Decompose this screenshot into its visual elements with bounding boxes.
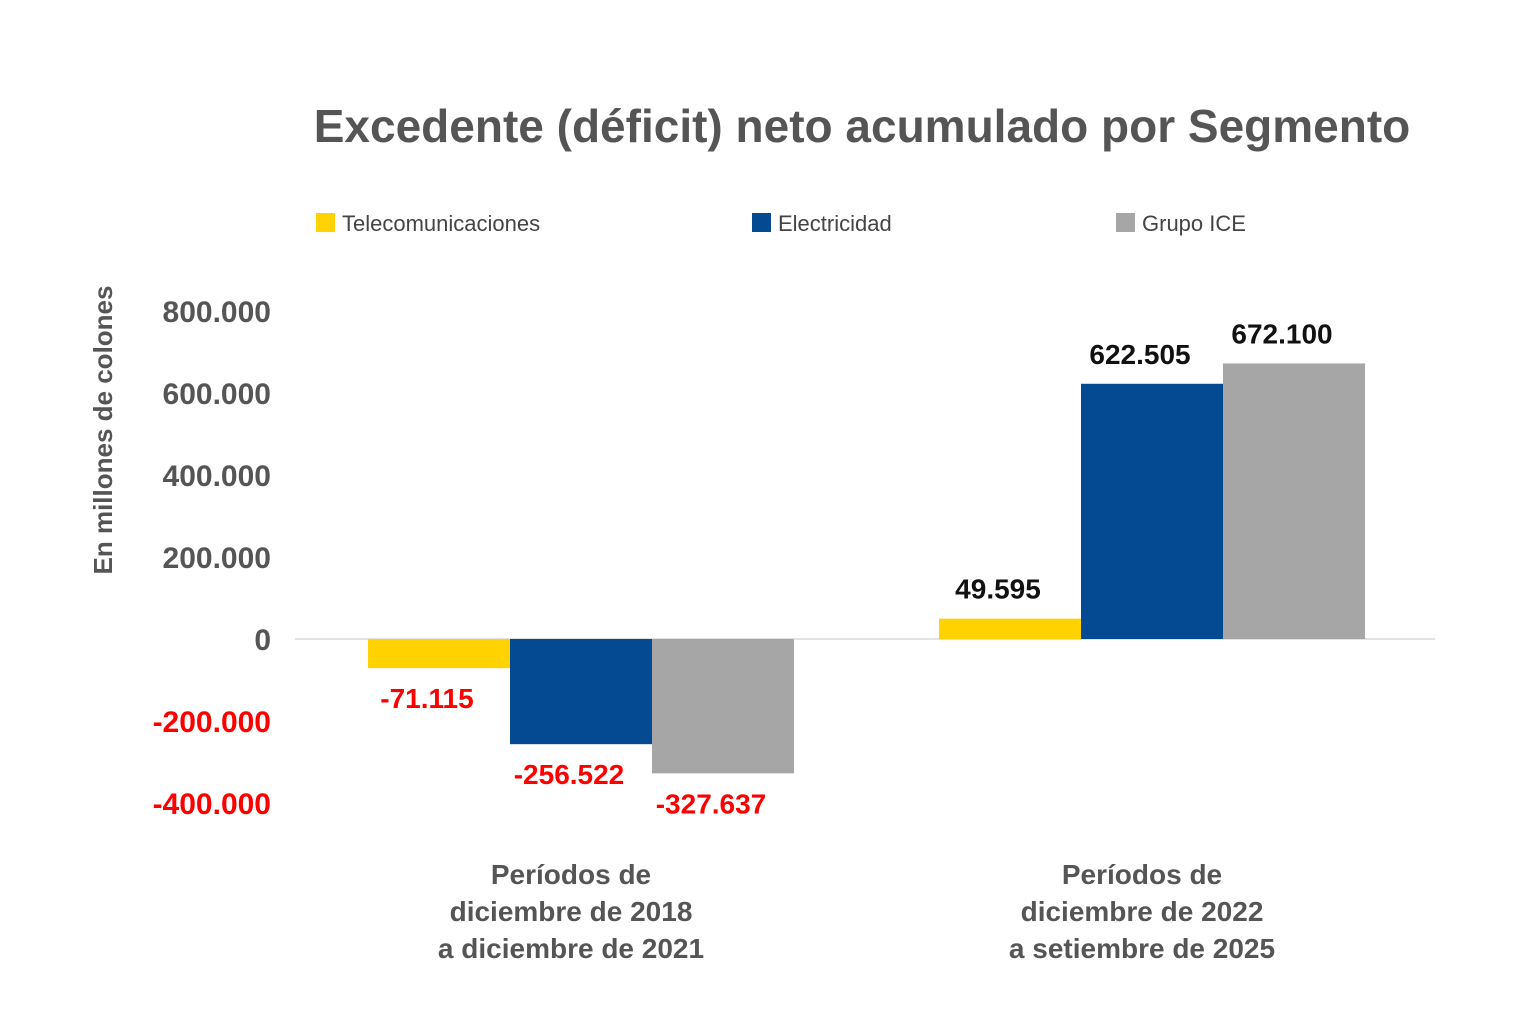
bar-telecomunicaciones-1 [368,639,510,669]
legend-label: Electricidad [778,211,892,236]
legend-swatch [316,213,335,232]
bars [368,363,1365,774]
data-labels: -71.115 -256.522 -327.637 49.595 622.505 672.… [380,318,1332,819]
category-label: Períodos de [1062,859,1222,890]
category-label: a diciembre de 2021 [438,933,704,964]
bar-electricidad-1 [510,639,652,745]
category-label: diciembre de 2022 [1021,896,1264,927]
legend-swatch [752,213,771,232]
y-tick-label: 0 [254,624,271,657]
y-tick-label: -200.000 [153,706,271,739]
bar-grupo-ice-2 [1223,363,1365,639]
legend-item-grupo-ice: Grupo ICE [1116,211,1246,236]
legend-swatch [1116,213,1135,232]
data-label: -256.522 [514,759,625,790]
category-label: diciembre de 2018 [450,896,693,927]
bar-electricidad-2 [1081,383,1223,639]
legend-label: Grupo ICE [1142,211,1246,236]
y-tick-label: -400.000 [153,788,271,821]
y-tick-label: 600.000 [163,378,271,411]
y-axis-ticks: 800.000 600.000 400.000 200.000 0 -200.000 -40… [153,296,271,821]
legend-item-electricidad: Electricidad [752,211,892,236]
chart-title: Excedente (déficit) neto acumulado por S… [314,100,1411,152]
data-label: 672.100 [1231,318,1332,349]
bar-telecomunicaciones-2 [939,618,1081,639]
data-label: -327.637 [656,788,767,819]
y-axis-label: En millones de colones [88,286,118,575]
x-axis-categories: Períodos de diciembre de 2018 a diciembre … [438,859,1275,964]
y-tick-label: 200.000 [163,542,271,575]
legend-label: Telecomunicaciones [342,211,540,236]
legend: Telecomunicaciones Electricidad Grupo ICE [316,211,1246,236]
data-label: 49.595 [955,574,1041,605]
data-label: -71.115 [380,683,473,714]
legend-item-telecomunicaciones: Telecomunicaciones [316,211,540,236]
y-tick-label: 400.000 [163,460,271,493]
category-label: Períodos de [491,859,651,890]
category-label: a setiembre de 2025 [1009,933,1275,964]
y-tick-label: 800.000 [163,296,271,329]
bar-grupo-ice-1 [652,639,794,774]
data-label: 622.505 [1089,339,1190,370]
